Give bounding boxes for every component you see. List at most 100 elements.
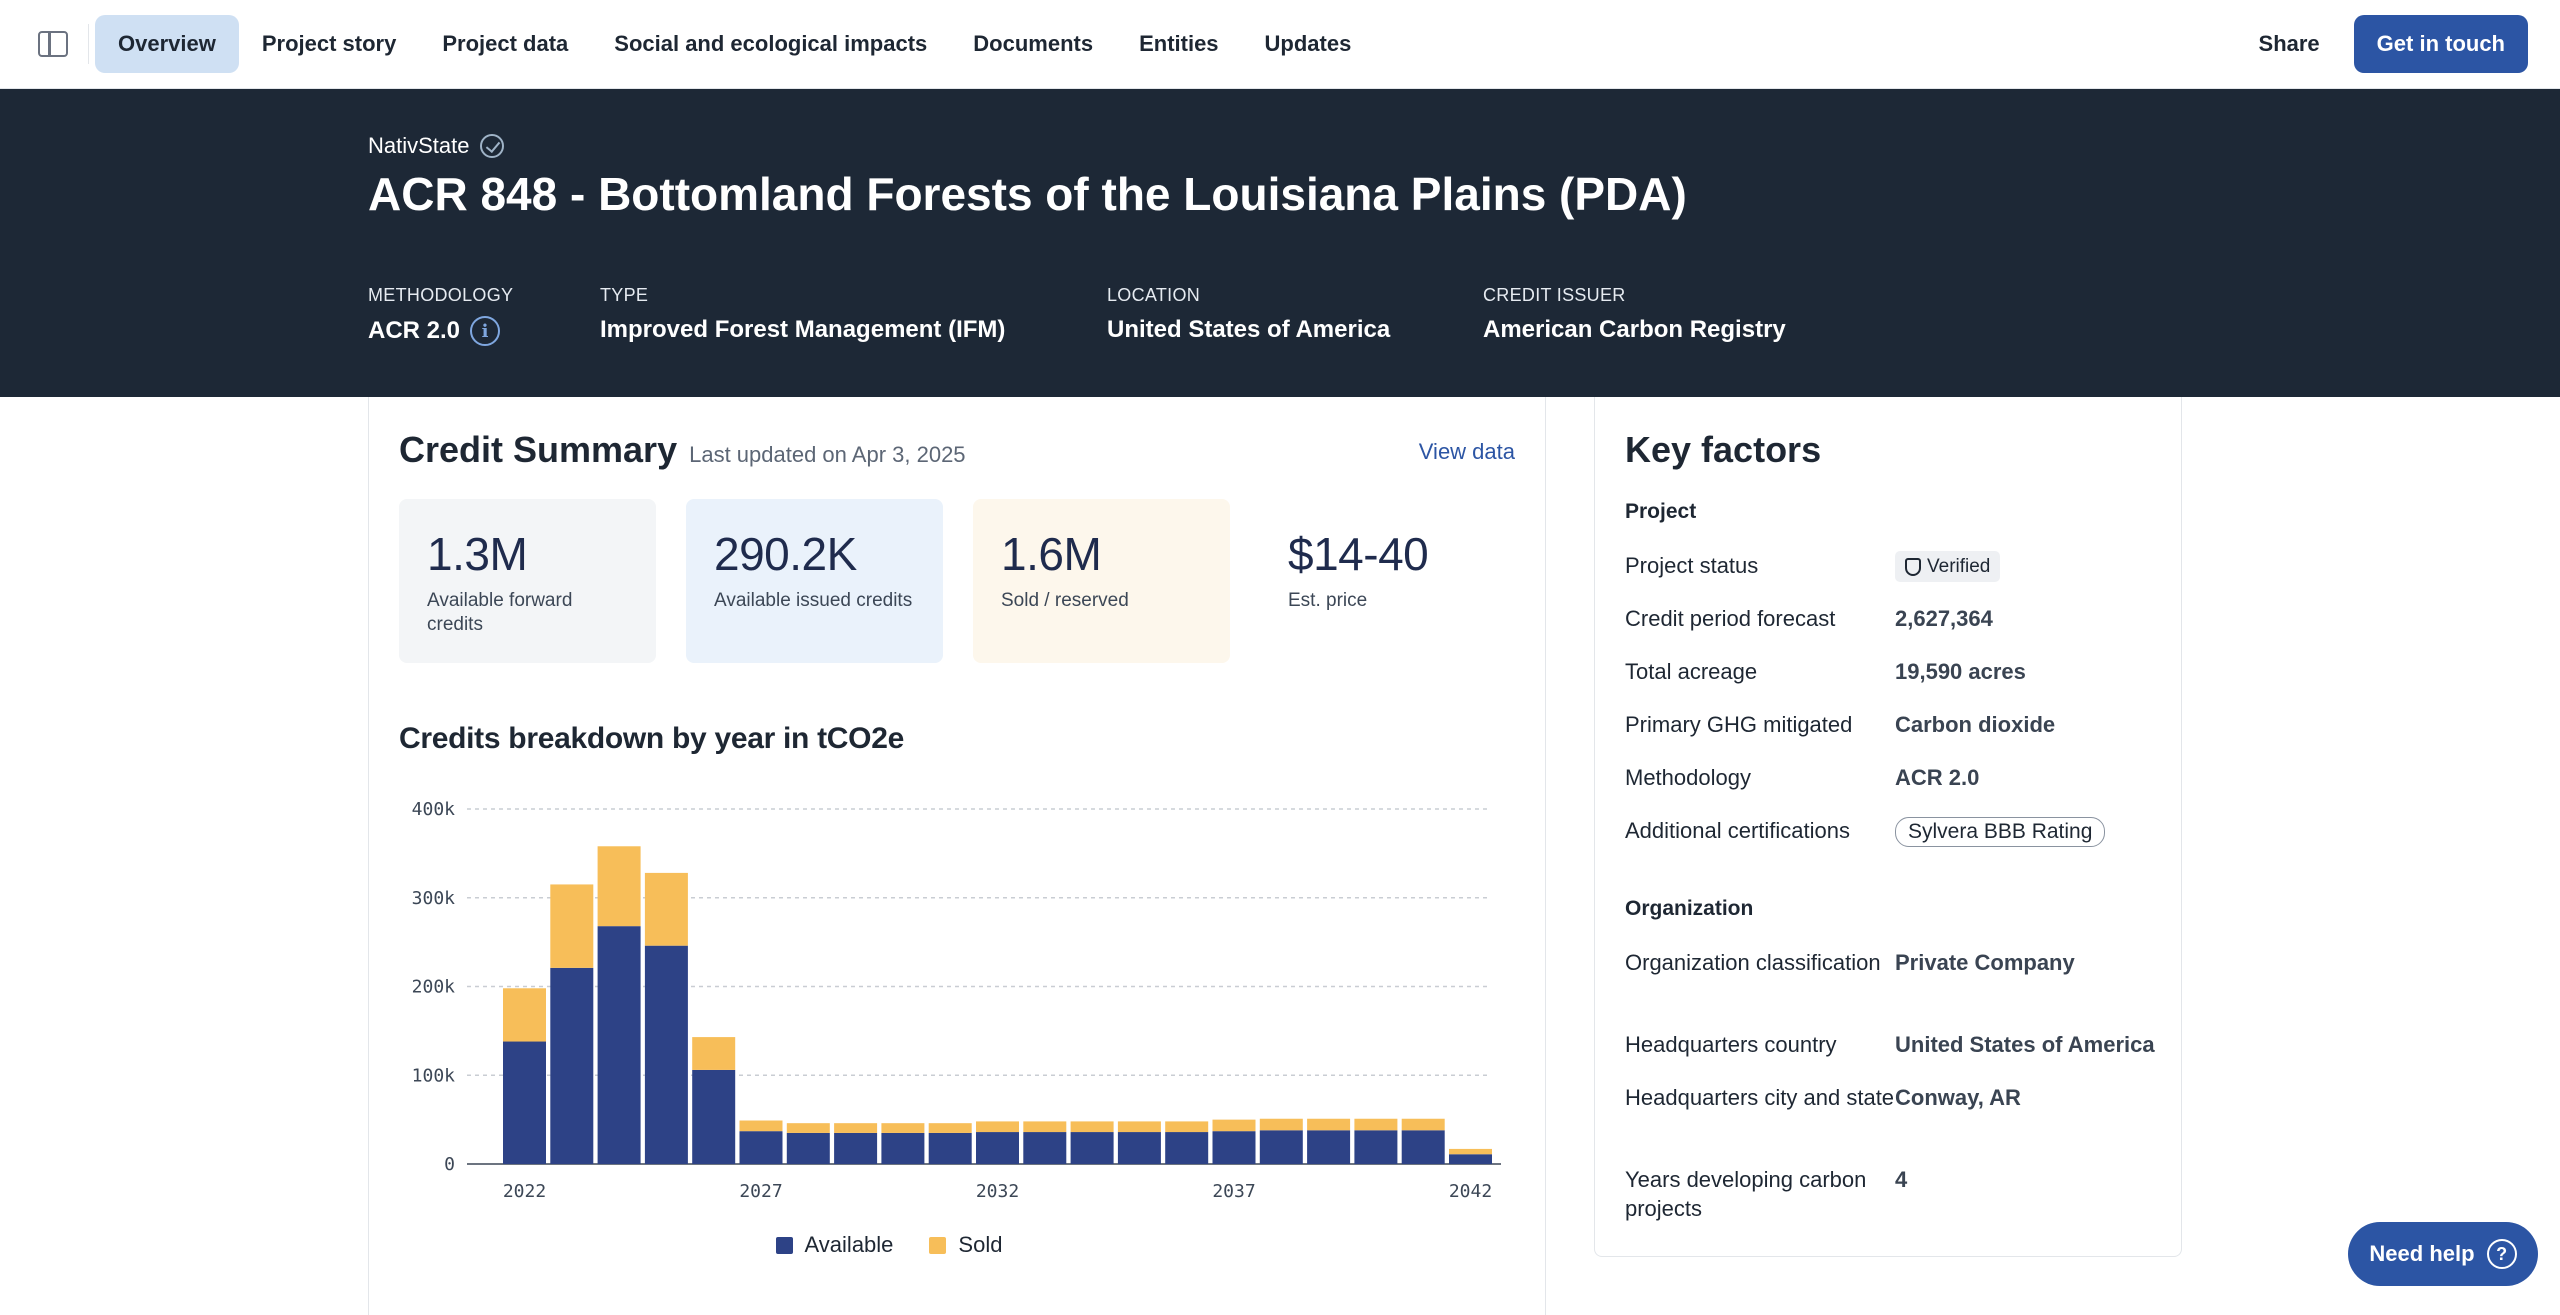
- verified-badge: Verified: [1895, 551, 2001, 582]
- bar-sold[interactable]: [834, 1123, 878, 1133]
- kf-row-hq-country: Headquarters country United States of Am…: [1625, 1030, 2165, 1059]
- tab-updates[interactable]: Updates: [1264, 31, 1352, 56]
- bar-available[interactable]: [597, 926, 641, 1164]
- stat-value: 1.3M: [427, 528, 528, 580]
- bar-available[interactable]: [1259, 1130, 1303, 1164]
- bar-available[interactable]: [1212, 1131, 1256, 1164]
- question-icon: ?: [2486, 1239, 2517, 1269]
- bar-available[interactable]: [739, 1131, 783, 1164]
- meta-location: LOCATION United States of America: [1107, 285, 1390, 344]
- bar-sold[interactable]: [928, 1123, 972, 1133]
- shield-check-icon: [1905, 557, 1921, 576]
- tab-project-data[interactable]: Project data: [442, 31, 569, 56]
- kf-value: United States of America: [1895, 1032, 2155, 1057]
- kf-label: Primary GHG mitigated: [1625, 712, 1853, 737]
- bar-available[interactable]: [1449, 1154, 1492, 1164]
- bar-sold[interactable]: [1165, 1121, 1209, 1133]
- stat-label: Available forward credits: [427, 590, 573, 635]
- bar-available[interactable]: [503, 1041, 546, 1164]
- page-title: ACR 848 - Bottomland Forests of the Loui…: [368, 168, 1687, 220]
- bar-sold[interactable]: [1307, 1118, 1351, 1131]
- kf-label: Credit period forecast: [1625, 606, 1836, 631]
- bar-available[interactable]: [1070, 1132, 1114, 1164]
- kf-label: Additional certifications: [1625, 818, 1851, 843]
- bar-sold[interactable]: [1401, 1118, 1445, 1131]
- bar-sold[interactable]: [644, 872, 688, 946]
- kf-row-hq-city: Headquarters city and state Conway, AR: [1625, 1083, 2165, 1112]
- tab-project-story[interactable]: Project story: [261, 31, 397, 56]
- bar-available[interactable]: [786, 1132, 830, 1164]
- kf-row-methodology: Methodology ACR 2.0: [1625, 763, 2165, 792]
- y-tick-label: 300k: [412, 888, 456, 909]
- bar-sold[interactable]: [786, 1123, 830, 1133]
- info-icon[interactable]: i: [470, 316, 501, 346]
- bar-available[interactable]: [834, 1132, 878, 1164]
- kf-row-total-acreage: Total acreage 19,590 acres: [1625, 657, 2165, 686]
- bar-sold[interactable]: [1023, 1121, 1067, 1133]
- check-circle-icon: [479, 134, 504, 158]
- certification-pill[interactable]: Sylvera BBB Rating: [1895, 817, 2106, 847]
- get-in-touch-button[interactable]: Get in touch: [2353, 15, 2528, 73]
- legend-item-available[interactable]: Available: [775, 1232, 893, 1258]
- bar-sold[interactable]: [597, 846, 641, 927]
- share-button[interactable]: Share: [2258, 31, 2320, 56]
- bar-available[interactable]: [1165, 1132, 1209, 1164]
- bar-available[interactable]: [644, 945, 688, 1164]
- kf-value: Conway, AR: [1895, 1085, 2021, 1110]
- bar-sold[interactable]: [692, 1037, 736, 1070]
- meta-value: United States of America: [1107, 316, 1391, 343]
- bar-available[interactable]: [1354, 1130, 1398, 1164]
- tab-entities[interactable]: Entities: [1139, 31, 1219, 56]
- bar-sold[interactable]: [1070, 1121, 1114, 1133]
- bar-sold[interactable]: [739, 1120, 783, 1132]
- bar-sold[interactable]: [1212, 1119, 1256, 1132]
- tab-documents[interactable]: Documents: [973, 31, 1094, 56]
- bar-available[interactable]: [1307, 1130, 1351, 1164]
- methodology-value: ACR 2.0: [368, 317, 461, 344]
- bar-available[interactable]: [1117, 1132, 1161, 1164]
- tab-social-ecological-impacts[interactable]: Social and ecological impacts: [614, 31, 928, 56]
- kf-row-primary-ghg: Primary GHG mitigated Carbon dioxide: [1625, 710, 2165, 739]
- nav-divider: [88, 24, 89, 64]
- need-help-label: Need help: [2369, 1241, 2475, 1266]
- legend-swatch: [929, 1236, 947, 1254]
- x-tick-label: 2022: [503, 1181, 546, 1202]
- bar-sold[interactable]: [976, 1121, 1019, 1133]
- bar-sold[interactable]: [1259, 1118, 1303, 1131]
- stat-label: Sold / reserved: [1001, 590, 1129, 611]
- stat-value: 1.6M: [1001, 528, 1102, 580]
- developer-name[interactable]: NativState: [368, 133, 470, 158]
- meta-value: Improved Forest Management (IFM): [600, 316, 1006, 343]
- nav-actions: Share Get in touch: [2225, 15, 2528, 73]
- meta-label: TYPE: [600, 285, 649, 305]
- developer: NativState: [368, 133, 504, 159]
- tab-overview[interactable]: Overview: [95, 15, 239, 73]
- bar-available[interactable]: [881, 1132, 925, 1164]
- stat-value: $14-40: [1288, 528, 1429, 580]
- kf-label: Years developing carbon projects: [1625, 1167, 1867, 1221]
- bar-sold[interactable]: [503, 988, 546, 1042]
- credits-chart-container: 0 100k 200k 300k 400k 2022 2027 2032 2037 2042: [369, 787, 1547, 1227]
- bar-available[interactable]: [692, 1069, 736, 1164]
- key-factors-title: Key factors: [1625, 429, 1822, 470]
- bar-available[interactable]: [550, 967, 594, 1164]
- meta-label: METHODOLOGY: [368, 285, 514, 305]
- x-tick-label: 2042: [1449, 1181, 1492, 1202]
- bar-sold[interactable]: [881, 1123, 925, 1133]
- bar-sold[interactable]: [550, 884, 594, 968]
- bar-sold[interactable]: [1117, 1121, 1161, 1133]
- bar-sold[interactable]: [1354, 1118, 1398, 1131]
- last-updated: Last updated on Apr 3, 2025: [689, 442, 966, 467]
- bar-available[interactable]: [928, 1132, 972, 1164]
- kf-row-credit-period: Credit period forecast 2,627,364: [1625, 604, 2165, 633]
- bar-available[interactable]: [1023, 1132, 1067, 1164]
- stat-sold-reserved: 1.6M Sold / reserved: [973, 499, 1230, 663]
- badge-label: Verified: [1927, 556, 1991, 577]
- need-help-button[interactable]: Need help ?: [2348, 1222, 2538, 1286]
- legend-item-sold[interactable]: Sold: [929, 1232, 1002, 1258]
- view-data-link[interactable]: View data: [1418, 439, 1515, 464]
- bar-available[interactable]: [1401, 1130, 1445, 1164]
- sidebar-toggle-icon[interactable]: [38, 31, 68, 57]
- bar-sold[interactable]: [1449, 1148, 1492, 1155]
- bar-available[interactable]: [976, 1132, 1019, 1164]
